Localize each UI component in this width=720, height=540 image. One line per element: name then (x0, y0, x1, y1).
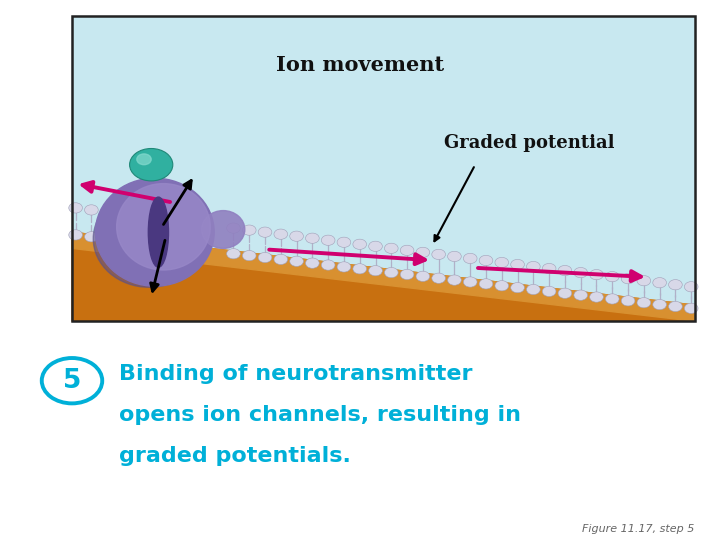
Circle shape (416, 271, 430, 281)
Circle shape (464, 277, 477, 287)
Bar (72, 16, 695, 321)
Circle shape (669, 280, 683, 290)
Circle shape (69, 230, 83, 240)
Circle shape (542, 264, 556, 274)
Circle shape (621, 274, 635, 284)
Circle shape (227, 248, 240, 259)
Circle shape (448, 251, 462, 261)
Circle shape (495, 258, 508, 268)
Polygon shape (72, 232, 695, 321)
Circle shape (305, 258, 319, 268)
Text: Graded potential: Graded potential (444, 134, 614, 152)
Circle shape (100, 207, 114, 217)
Circle shape (464, 253, 477, 264)
Circle shape (621, 296, 635, 306)
Circle shape (432, 273, 446, 284)
Text: Binding of neurotransmitter: Binding of neurotransmitter (119, 364, 472, 384)
Circle shape (227, 223, 240, 233)
Ellipse shape (94, 190, 204, 287)
Circle shape (542, 286, 556, 296)
Text: Ion movement: Ion movement (276, 55, 444, 75)
Circle shape (558, 266, 572, 276)
Circle shape (480, 279, 492, 289)
Ellipse shape (95, 178, 215, 286)
Circle shape (369, 266, 382, 276)
Text: 5: 5 (63, 368, 81, 394)
Circle shape (510, 282, 524, 293)
Circle shape (337, 237, 351, 247)
Circle shape (305, 233, 319, 244)
Circle shape (669, 301, 683, 312)
Polygon shape (72, 232, 695, 321)
Circle shape (353, 264, 366, 274)
Circle shape (590, 292, 603, 302)
Polygon shape (72, 16, 695, 321)
Circle shape (321, 235, 335, 245)
Circle shape (84, 205, 98, 215)
Circle shape (384, 267, 398, 278)
Circle shape (258, 252, 272, 262)
Circle shape (558, 288, 572, 299)
Circle shape (137, 154, 151, 165)
Circle shape (243, 251, 256, 261)
Circle shape (574, 267, 588, 278)
Circle shape (100, 233, 114, 244)
Circle shape (590, 269, 603, 280)
Circle shape (243, 225, 256, 235)
Circle shape (130, 148, 173, 181)
Circle shape (432, 249, 446, 260)
Circle shape (369, 241, 382, 252)
Ellipse shape (148, 197, 168, 267)
Circle shape (510, 259, 524, 269)
Circle shape (653, 278, 667, 288)
Circle shape (337, 262, 351, 272)
Circle shape (637, 298, 651, 308)
Circle shape (684, 303, 698, 313)
Circle shape (274, 254, 288, 265)
Circle shape (400, 245, 414, 255)
Circle shape (289, 256, 303, 266)
Circle shape (353, 239, 366, 249)
Text: opens ion channels, resulting in: opens ion channels, resulting in (119, 405, 521, 425)
Circle shape (258, 227, 272, 237)
Circle shape (526, 261, 540, 272)
Circle shape (448, 275, 462, 285)
Circle shape (574, 290, 588, 300)
Circle shape (321, 260, 335, 270)
Circle shape (480, 255, 492, 266)
Circle shape (684, 282, 698, 292)
Circle shape (84, 232, 98, 242)
Circle shape (495, 281, 508, 291)
Circle shape (289, 231, 303, 241)
Circle shape (400, 269, 414, 280)
Circle shape (274, 229, 288, 239)
Circle shape (384, 243, 398, 253)
Circle shape (606, 272, 619, 282)
Text: graded potentials.: graded potentials. (119, 446, 351, 465)
Ellipse shape (202, 211, 245, 248)
Circle shape (637, 275, 651, 286)
Circle shape (416, 247, 430, 258)
Circle shape (526, 285, 540, 295)
Circle shape (69, 202, 83, 213)
Circle shape (606, 294, 619, 304)
Ellipse shape (117, 184, 210, 270)
Circle shape (653, 300, 667, 310)
Text: Figure 11.17, step 5: Figure 11.17, step 5 (582, 523, 695, 534)
